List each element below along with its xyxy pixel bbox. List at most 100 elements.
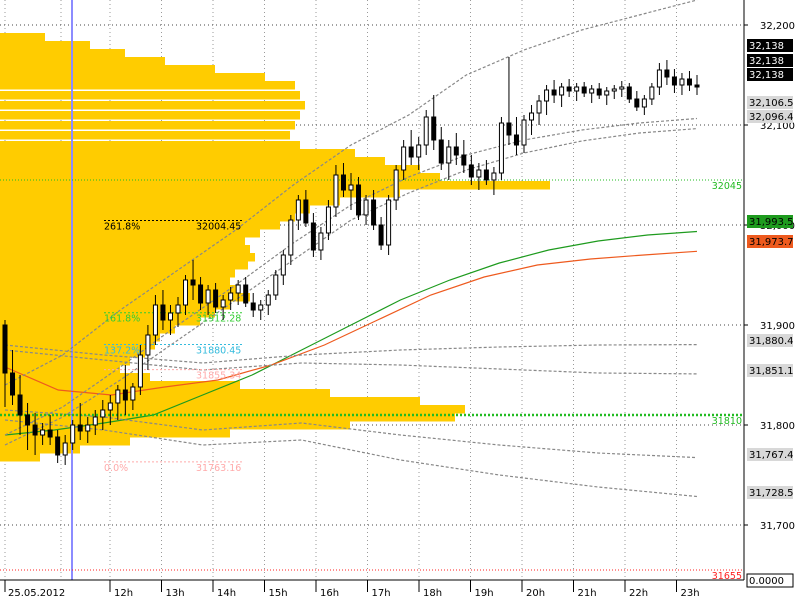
candle-body (408, 146, 414, 158)
volume-profile-bar (0, 453, 40, 462)
volume-profile-bar (0, 41, 90, 50)
price-tag-label: 31,993.5 (749, 217, 794, 228)
candle-body (453, 146, 459, 156)
candle-body (47, 429, 53, 438)
price-tag (747, 110, 793, 123)
candle-body (348, 184, 354, 191)
fib-ratio-label: 261.8% (104, 222, 140, 233)
candle-body (559, 86, 565, 96)
price-tag-label: 31,728.5 (749, 488, 794, 499)
price-tag (747, 54, 793, 67)
x-tick-label: 16h (320, 588, 339, 599)
price-axis-background (744, 0, 800, 600)
y-tick-label: 31,700 (760, 521, 795, 532)
price-tag-label: 32,106.5 (749, 98, 794, 109)
level-label: 31810 (712, 416, 742, 427)
x-tick-label: 14h (217, 588, 236, 599)
volume-profile-bar (0, 189, 400, 198)
candle-body (258, 304, 264, 311)
candle-body (235, 284, 241, 294)
candle-body (107, 402, 113, 411)
x-tick-label: 13h (166, 588, 185, 599)
volume-profile-bar (0, 389, 330, 398)
candle-body (55, 436, 61, 456)
candle-body (340, 174, 346, 191)
volume-profile-bar (0, 421, 350, 430)
bottom-tag-label: 0.0000 (749, 576, 784, 587)
price-tag-label: 32,138 (749, 56, 784, 67)
volume-profile-bar (0, 111, 300, 120)
candle-body (589, 88, 595, 94)
volume-profile-bar (0, 173, 440, 182)
candle-body (604, 90, 610, 96)
candle-body (431, 116, 437, 141)
candle-body (213, 289, 219, 308)
price-tag-label: 32,138 (749, 70, 784, 81)
candle-body (70, 424, 76, 444)
candle-body (220, 299, 226, 308)
fib-ratio-label: 0.0% (104, 463, 128, 474)
indicator-line (4, 0, 698, 386)
candle-body (160, 304, 166, 321)
candle-body (438, 139, 444, 164)
candle-body (190, 279, 196, 286)
volume-profile-bar (0, 317, 200, 326)
candle-body (581, 86, 587, 94)
candle-body (17, 394, 23, 416)
price-tag-label: 32,096.4 (749, 112, 794, 123)
volume-profile-bar (0, 357, 130, 366)
candle-body (115, 389, 121, 404)
volume-profile-bar (0, 293, 250, 302)
candle-body (386, 199, 392, 246)
volume-profile-bar (0, 65, 215, 74)
candle-body (679, 78, 685, 86)
indicator-line (4, 419, 698, 498)
volume-profile-bar (0, 165, 420, 174)
fib-price-label: 31855.34 (196, 371, 241, 382)
candle-body (506, 122, 512, 136)
price-tag (747, 68, 793, 81)
volume-profile-bar (0, 325, 175, 334)
y-tick-label: 32,200 (760, 21, 795, 32)
candle-body (671, 76, 677, 86)
indicator-line (4, 230, 698, 436)
candle-body (371, 199, 377, 226)
candle-body (544, 89, 550, 102)
candle-body (303, 199, 309, 224)
candle-body (265, 294, 271, 306)
y-tick-label: 31,800 (760, 421, 795, 432)
volume-profile-bar (0, 181, 550, 190)
volume-profile-bar (0, 269, 235, 278)
price-tag-label: 31,880.4 (749, 336, 794, 347)
volume-profile-bar (0, 405, 465, 414)
candle-body (686, 78, 692, 86)
candle-body (130, 386, 136, 401)
candle-body (250, 302, 256, 311)
x-tick-label: 12h (114, 588, 133, 599)
volume-profile-bar (0, 261, 248, 270)
fib-ratio-label: 161.8% (104, 314, 140, 325)
volume-profile-bar (0, 333, 160, 342)
volume-profile-bar (0, 101, 305, 110)
volume-profile-bar (0, 49, 125, 58)
y-tick-label: 32,100 (760, 121, 795, 132)
candle-body (85, 424, 91, 432)
candle-body (318, 232, 324, 251)
volume-profile-bar (0, 381, 240, 390)
x-tick-label: 20h (526, 588, 545, 599)
volume-profile-bar (0, 413, 455, 422)
price-tag (747, 334, 793, 347)
level-label: 31655 (712, 571, 742, 582)
volume-profile-bar (0, 157, 385, 166)
fib-price-label: 31880.45 (196, 346, 241, 357)
candle-body (145, 334, 151, 356)
candle-body (694, 84, 700, 88)
candle-body (551, 89, 557, 96)
fib-ratio-label: 137.2% (104, 346, 140, 357)
indicator-line (4, 409, 698, 459)
volume-profile-bar (0, 445, 80, 454)
price-tag (747, 215, 793, 228)
indicator-line (4, 250, 698, 396)
x-tick-label: 23h (681, 588, 700, 599)
